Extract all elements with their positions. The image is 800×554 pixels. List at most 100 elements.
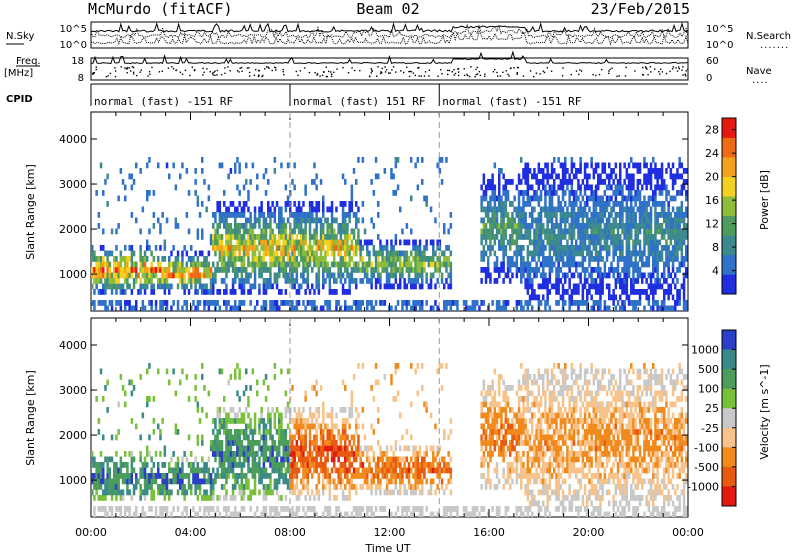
power-cell bbox=[555, 217, 558, 224]
power-cell bbox=[636, 206, 640, 213]
nave-point bbox=[685, 70, 687, 72]
power-cell bbox=[196, 300, 200, 306]
power-cell bbox=[225, 239, 228, 246]
velocity-cell bbox=[317, 462, 321, 468]
power-cell bbox=[586, 179, 589, 185]
velocity-cell bbox=[99, 478, 103, 485]
power-cell bbox=[610, 173, 613, 180]
power-cell bbox=[610, 168, 613, 174]
power-cell bbox=[333, 234, 336, 240]
nave-point bbox=[437, 75, 439, 77]
velocity-cell bbox=[348, 412, 351, 419]
power-cell bbox=[344, 228, 347, 235]
velocity-cell bbox=[319, 462, 323, 468]
velocity-cell bbox=[161, 506, 164, 512]
power-cell bbox=[652, 250, 655, 257]
power-cell bbox=[561, 256, 565, 262]
power-cell bbox=[614, 245, 618, 251]
nave-point bbox=[136, 74, 138, 77]
power-cell bbox=[678, 190, 681, 196]
velocity-cell bbox=[163, 506, 167, 512]
power-cell bbox=[682, 168, 686, 174]
freq-tick-low: 8 bbox=[78, 73, 84, 84]
power-cell bbox=[330, 212, 334, 218]
power-cell bbox=[170, 305, 173, 311]
power-cell bbox=[652, 239, 655, 246]
power-cell bbox=[251, 267, 255, 273]
power-cell bbox=[570, 245, 574, 251]
velocity-cell bbox=[194, 473, 197, 479]
power-cell bbox=[610, 234, 613, 240]
power-cell bbox=[487, 228, 490, 235]
power-cell bbox=[526, 305, 530, 311]
power-cell bbox=[592, 223, 596, 229]
power-cell bbox=[619, 212, 622, 218]
power-cell bbox=[500, 206, 503, 213]
power-cell bbox=[616, 272, 620, 279]
nave-point bbox=[496, 71, 498, 74]
power-cell bbox=[304, 250, 307, 257]
power-cell bbox=[251, 283, 255, 290]
power-cell bbox=[566, 168, 569, 174]
velocity-cell bbox=[317, 412, 321, 419]
power-cell bbox=[654, 184, 657, 191]
power-cell bbox=[625, 228, 629, 235]
power-cell bbox=[201, 168, 204, 174]
velocity-cell bbox=[355, 484, 358, 490]
velocity-cell bbox=[121, 478, 125, 485]
velocity-cell bbox=[231, 484, 235, 490]
nave-point bbox=[384, 66, 386, 68]
power-cell bbox=[674, 283, 677, 290]
velocity-cell bbox=[223, 396, 226, 402]
power-cell bbox=[645, 201, 648, 207]
power-cell bbox=[546, 261, 549, 268]
power-cell bbox=[383, 245, 387, 251]
power-cell bbox=[636, 272, 640, 279]
power-cell bbox=[660, 173, 664, 180]
power-cell bbox=[665, 190, 668, 196]
power-cell bbox=[665, 168, 668, 174]
power-cell bbox=[280, 162, 283, 169]
nave-point bbox=[149, 73, 151, 75]
power-cell bbox=[597, 256, 600, 262]
power-cell bbox=[513, 261, 516, 268]
power-cell bbox=[315, 250, 318, 257]
power-cell bbox=[416, 256, 420, 262]
power-cell bbox=[256, 173, 259, 180]
power-cell bbox=[234, 289, 237, 295]
velocity-cell bbox=[284, 473, 288, 479]
velocity-cell bbox=[181, 478, 184, 485]
velocity-cell bbox=[240, 467, 244, 474]
power-cell bbox=[282, 234, 285, 240]
power-cell bbox=[361, 278, 365, 284]
power-cell bbox=[638, 201, 642, 207]
power-cell bbox=[522, 223, 525, 229]
nave-point bbox=[239, 67, 241, 69]
power-cell bbox=[456, 300, 459, 306]
velocity-cell bbox=[203, 478, 206, 485]
velocity-cell bbox=[141, 489, 145, 496]
velocity-cell bbox=[315, 451, 318, 457]
power-cell bbox=[544, 300, 547, 306]
power-cell bbox=[289, 206, 292, 213]
velocity-cell bbox=[128, 511, 131, 517]
nave-point bbox=[454, 72, 457, 75]
velocity-cell bbox=[324, 456, 327, 463]
power-cell bbox=[654, 289, 657, 295]
power-cell bbox=[482, 256, 486, 262]
power-cell bbox=[678, 294, 681, 301]
power-cell bbox=[306, 278, 310, 284]
power-cell bbox=[511, 223, 514, 229]
velocity-cell bbox=[304, 467, 307, 474]
velocity-cell bbox=[181, 456, 184, 463]
power-cell bbox=[410, 267, 413, 273]
power-cell bbox=[586, 289, 589, 295]
power-cell bbox=[544, 212, 547, 218]
power-cell bbox=[249, 234, 252, 240]
power-cell bbox=[159, 305, 162, 311]
power-cell bbox=[564, 173, 567, 180]
power-cell bbox=[130, 250, 134, 257]
power-cell bbox=[425, 195, 428, 202]
power-cell bbox=[495, 267, 499, 273]
velocity-cell bbox=[168, 478, 171, 485]
